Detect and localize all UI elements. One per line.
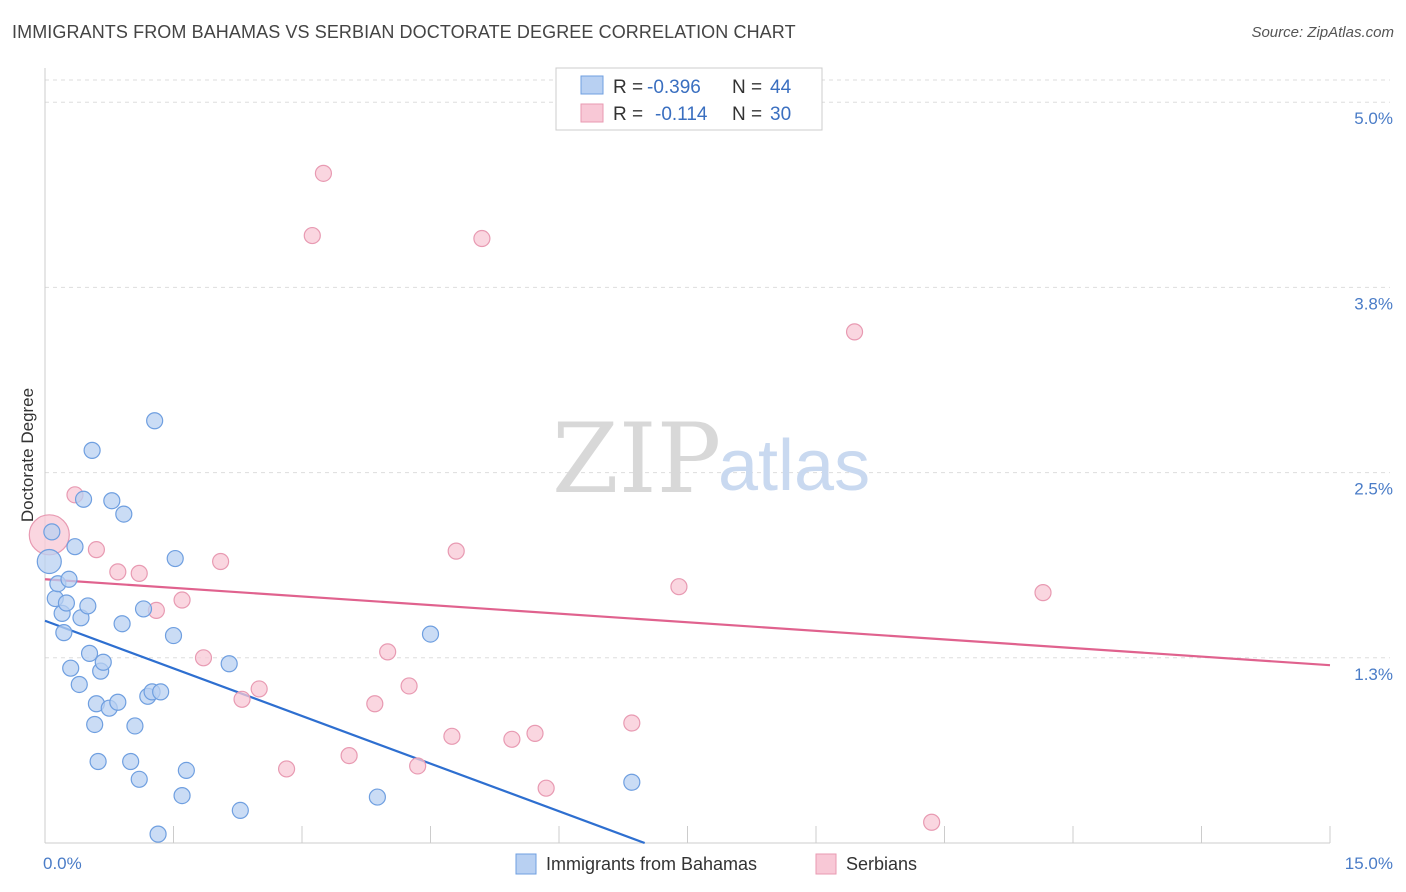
blue-data-point bbox=[122, 752, 140, 771]
blue-data-point bbox=[80, 644, 99, 662]
pink-data-point bbox=[212, 552, 230, 571]
legend-swatch-pink bbox=[580, 103, 604, 123]
blue-data-point bbox=[36, 548, 62, 575]
blue-data-point bbox=[74, 490, 93, 508]
watermark-atlas: atlas bbox=[718, 426, 870, 506]
blue-data-point bbox=[113, 615, 131, 633]
pink-data-point bbox=[109, 563, 127, 581]
legend: R = -0.396 N = 44 R = -0.114 N = 30 bbox=[555, 67, 823, 131]
pink-data-point bbox=[233, 690, 251, 708]
pink-data-point bbox=[366, 695, 384, 713]
blue-data-point bbox=[66, 538, 84, 556]
pink-data-point bbox=[340, 746, 358, 765]
legend-n-label-2: N = bbox=[732, 104, 762, 125]
legend-n-value-1: 44 bbox=[770, 77, 792, 98]
blue-data-point bbox=[86, 715, 104, 734]
blue-data-point bbox=[62, 659, 80, 677]
y-tick-label: 3.8% bbox=[1354, 294, 1393, 313]
bottom-legend-swatch-blue bbox=[515, 853, 537, 875]
pink-data-point bbox=[845, 323, 864, 341]
blue-data-point bbox=[421, 625, 440, 643]
y-axis-label: Doctorate Degree bbox=[18, 388, 37, 522]
bottom-legend-label-2: Serbians bbox=[846, 854, 917, 874]
blue-data-point bbox=[164, 626, 183, 645]
legend-n-label-1: N = bbox=[732, 77, 762, 98]
x-tick-label: 15.0% bbox=[1345, 854, 1393, 873]
watermark-zip: ZIP bbox=[552, 403, 721, 515]
blue-data-point bbox=[231, 801, 249, 820]
blue-data-point bbox=[177, 761, 195, 780]
grid-lines bbox=[45, 79, 1390, 659]
legend-r-value-1: -0.396 bbox=[647, 77, 701, 98]
axes bbox=[44, 68, 1331, 844]
pink-data-point bbox=[379, 643, 397, 661]
blue-data-point bbox=[57, 594, 76, 612]
pink-data-point bbox=[923, 813, 941, 831]
legend-n-value-2: 30 bbox=[770, 104, 791, 125]
pink-data-point bbox=[277, 760, 296, 778]
blue-data-point bbox=[220, 655, 238, 673]
blue-data-point bbox=[79, 597, 97, 615]
pink-data-point bbox=[303, 226, 321, 245]
blue-data-point bbox=[166, 549, 184, 568]
y-tick-label: 1.3% bbox=[1354, 665, 1393, 684]
pink-data-point bbox=[130, 564, 148, 582]
y-tick-label: 2.5% bbox=[1354, 480, 1393, 499]
blue-data-point bbox=[83, 441, 101, 459]
data-points bbox=[28, 164, 1052, 843]
y-tick-labels: 1.3% 2.5% 3.8% 5.0% bbox=[1354, 109, 1393, 684]
blue-data-point bbox=[89, 752, 107, 771]
pink-data-point bbox=[623, 714, 641, 732]
pink-data-point bbox=[173, 591, 191, 609]
blue-data-point bbox=[109, 693, 127, 711]
source-label: Source: ZipAtlas.com bbox=[1251, 24, 1394, 41]
pink-data-point bbox=[250, 680, 268, 698]
blue-data-point bbox=[60, 570, 78, 588]
blue-data-point bbox=[126, 717, 144, 735]
blue-data-point bbox=[152, 683, 170, 701]
pink-data-point bbox=[447, 542, 465, 560]
blue-data-point bbox=[173, 786, 191, 805]
pink-data-point bbox=[194, 649, 213, 667]
legend-r-label-2: R = bbox=[613, 104, 643, 125]
blue-data-point bbox=[55, 624, 73, 642]
x-tick-labels: 0.0% 15.0% bbox=[43, 854, 1393, 873]
blue-data-point bbox=[115, 505, 133, 523]
blue-data-point bbox=[130, 770, 148, 788]
blue-data-point bbox=[149, 825, 167, 843]
y-tick-label: 5.0% bbox=[1354, 109, 1393, 128]
blue-trend-line bbox=[44, 619, 646, 845]
pink-data-point bbox=[87, 541, 106, 559]
blue-data-point bbox=[623, 773, 641, 791]
trend-lines bbox=[44, 578, 1331, 845]
bottom-legend-label-1: Immigrants from Bahamas bbox=[546, 854, 757, 874]
bottom-legend: Immigrants from Bahamas Serbians bbox=[515, 853, 917, 875]
pink-data-point bbox=[400, 677, 418, 695]
bottom-legend-swatch-pink bbox=[815, 853, 837, 875]
pink-data-point bbox=[314, 164, 333, 182]
blue-data-point bbox=[94, 653, 112, 671]
blue-data-point bbox=[103, 492, 121, 510]
legend-r-value-2: -0.114 bbox=[655, 104, 708, 125]
blue-data-point bbox=[146, 412, 164, 430]
pink-data-point bbox=[670, 578, 688, 596]
blue-data-point bbox=[368, 788, 386, 806]
pink-data-point bbox=[473, 229, 491, 248]
chart-title: IMMIGRANTS FROM BAHAMAS VS SERBIAN DOCTO… bbox=[12, 22, 796, 42]
pink-trend-line bbox=[44, 578, 1331, 667]
blue-data-point bbox=[70, 675, 88, 694]
x-tick-label: 0.0% bbox=[43, 854, 82, 873]
pink-data-point bbox=[537, 779, 555, 797]
legend-swatch-blue bbox=[580, 75, 604, 95]
pink-data-point bbox=[1034, 584, 1052, 602]
pink-data-point bbox=[526, 724, 544, 742]
legend-r-label-1: R = bbox=[613, 77, 643, 98]
blue-data-point bbox=[134, 600, 153, 618]
blue-data-point bbox=[43, 523, 61, 541]
pink-data-point bbox=[409, 757, 427, 775]
pink-data-point bbox=[443, 727, 461, 745]
pink-data-point bbox=[503, 730, 521, 748]
